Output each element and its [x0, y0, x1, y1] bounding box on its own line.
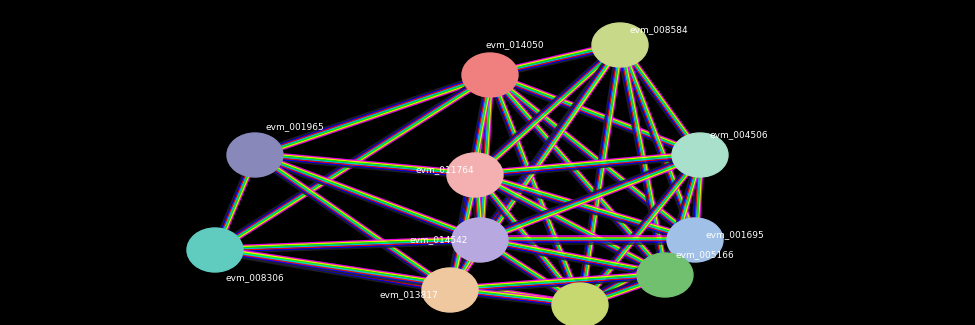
Ellipse shape: [637, 253, 693, 297]
Text: evm_008306: evm_008306: [225, 274, 284, 282]
Text: evm_013817: evm_013817: [380, 291, 439, 300]
Ellipse shape: [227, 133, 283, 177]
Text: evm_001965: evm_001965: [265, 123, 324, 132]
Ellipse shape: [447, 153, 503, 197]
Text: evm_014542: evm_014542: [410, 236, 468, 244]
Text: evm_005166: evm_005166: [675, 251, 734, 259]
Text: evm_014050: evm_014050: [485, 41, 544, 49]
Ellipse shape: [552, 283, 608, 325]
Text: evm_011764: evm_011764: [415, 165, 474, 175]
Ellipse shape: [672, 133, 728, 177]
Text: evm_004506: evm_004506: [710, 131, 768, 139]
Ellipse shape: [462, 53, 518, 97]
Ellipse shape: [667, 218, 723, 262]
Text: evm_001695: evm_001695: [705, 230, 763, 240]
Ellipse shape: [452, 218, 508, 262]
Ellipse shape: [422, 268, 478, 312]
Ellipse shape: [592, 23, 648, 67]
Ellipse shape: [187, 228, 243, 272]
Text: evm_008584: evm_008584: [630, 25, 688, 34]
